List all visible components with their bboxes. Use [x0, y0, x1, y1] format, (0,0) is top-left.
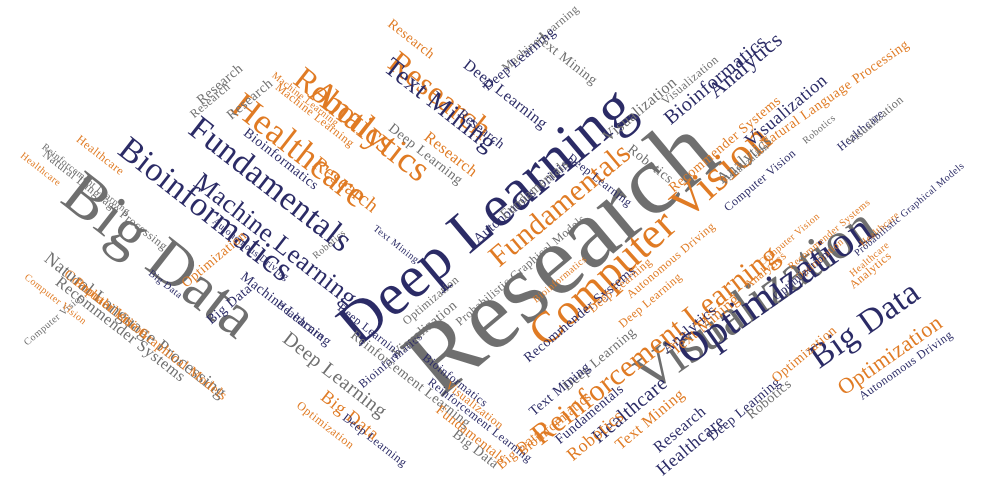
word-cloud-term: Text Mining [531, 30, 600, 89]
word-cloud-term: Natural Language Processing [757, 37, 913, 152]
word-cloud-term: Visualization [843, 92, 907, 148]
word-cloud-term: Probabilistic Graphical Models [852, 160, 967, 259]
